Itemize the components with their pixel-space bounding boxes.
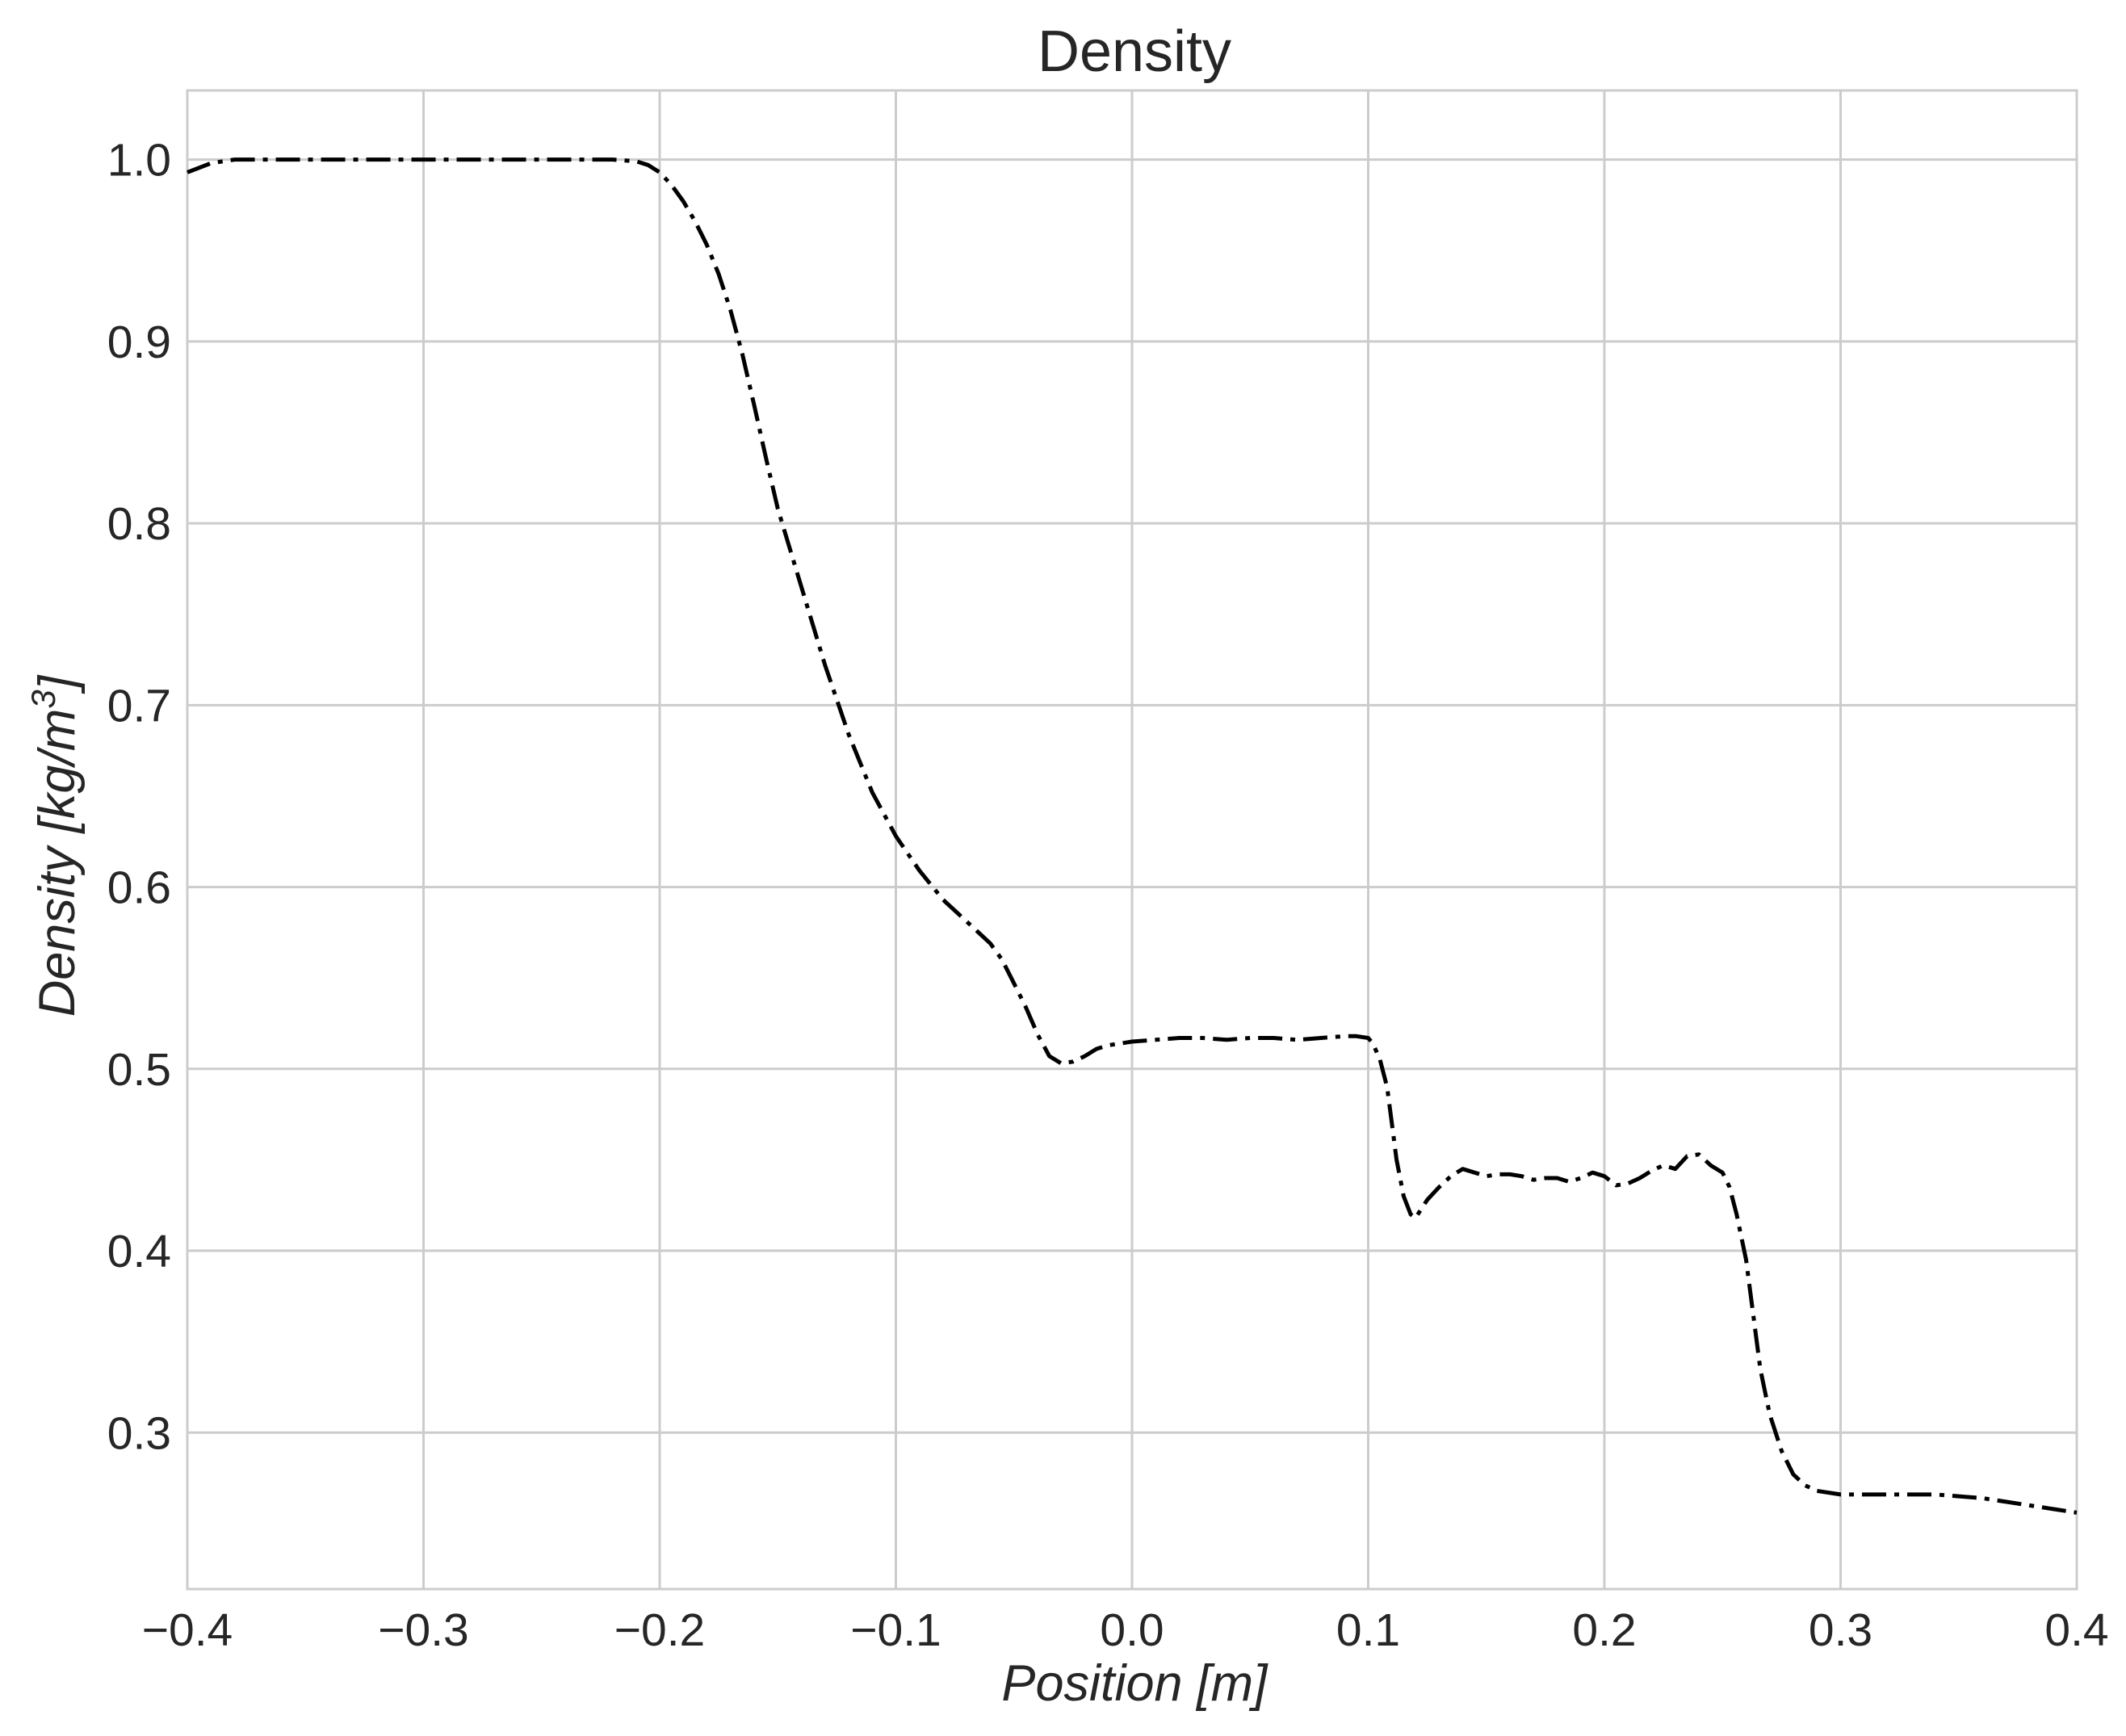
- y-tick-labels: 0.3 0.4 0.5 0.6 0.7 0.8 0.9 1.0: [107, 135, 171, 1460]
- y-tick-label: 0.6: [107, 862, 171, 914]
- chart-title: Density: [1038, 19, 1231, 84]
- x-tick-label: −0.2: [614, 1604, 706, 1656]
- x-tick-label: 0.4: [2044, 1604, 2108, 1656]
- x-tick-label: −0.1: [850, 1604, 941, 1656]
- y-tick-label: 0.4: [107, 1226, 171, 1277]
- y-axis-label-main: Density [: [29, 815, 86, 1017]
- x-tick-label: −0.4: [142, 1604, 233, 1656]
- y-tick-label: 0.5: [107, 1044, 171, 1096]
- y-axis-label-unit: kg/m: [29, 709, 86, 820]
- y-tick-label: 1.0: [107, 135, 171, 187]
- y-axis-label: Density [kg/m3]: [24, 674, 86, 1017]
- density-series-line: [187, 157, 2078, 1515]
- y-axis-label-exponent: 3: [24, 690, 62, 708]
- y-tick-label: 0.8: [107, 498, 171, 550]
- x-tick-labels: −0.4 −0.3 −0.2 −0.1 0.0 0.1 0.2 0.3 0.4: [142, 1604, 2109, 1656]
- x-tick-label: 0.2: [1572, 1604, 1636, 1656]
- x-tick-label: 0.3: [1809, 1604, 1872, 1656]
- x-axis-label-unit: m: [1211, 1655, 1253, 1712]
- grid: [186, 90, 2078, 1589]
- x-tick-label: −0.3: [378, 1604, 469, 1656]
- x-tick-label: 0.0: [1100, 1604, 1164, 1656]
- plot-frame: [186, 89, 2078, 1591]
- series-layer: [187, 157, 2078, 1515]
- x-tick-label: 0.1: [1336, 1604, 1400, 1656]
- y-tick-label: 0.3: [107, 1407, 171, 1459]
- x-axis-label-main: Position [: [1001, 1655, 1215, 1712]
- x-axis-label: Position [m]: [1001, 1655, 1268, 1712]
- y-tick-label: 0.7: [107, 680, 171, 732]
- y-tick-label: 0.9: [107, 317, 171, 368]
